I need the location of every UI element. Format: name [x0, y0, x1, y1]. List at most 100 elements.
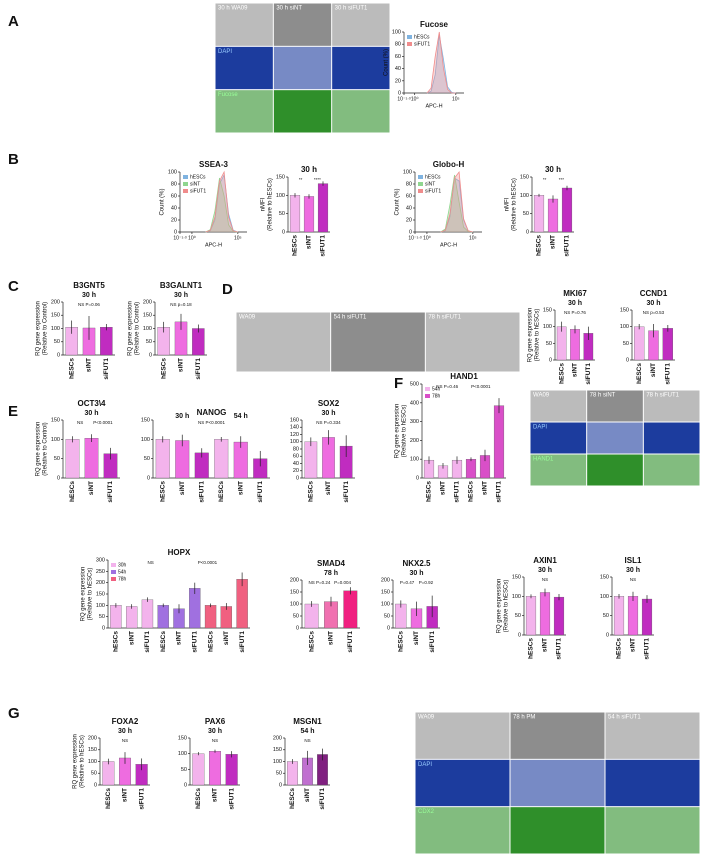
micrograph — [530, 422, 587, 454]
y-tick-label: 50 — [293, 613, 299, 619]
y-tick-label: 40 — [293, 461, 299, 467]
x-tick-label: 10⁰ — [411, 96, 419, 102]
image-label: CDX2 — [418, 809, 435, 815]
y-tick-label: 150 — [88, 747, 97, 753]
chart-title: NANOG — [197, 408, 227, 417]
y-tick-label: 0 — [149, 352, 152, 358]
image-label: 30 h WA09 — [218, 6, 248, 12]
chart-subtitle: 30 h — [174, 292, 188, 299]
y-axis-label: RQ gene expression — [36, 301, 42, 356]
y-tick-label: 50 — [144, 456, 150, 462]
y-tick-label: 100 — [410, 457, 419, 463]
micrograph — [587, 454, 643, 486]
x-tick-label: hESCs — [292, 235, 299, 256]
y-axis-label: (Relative to hESCs) — [535, 309, 541, 362]
x-tick-label: siFUT1 — [496, 481, 503, 503]
legend-label: 30h — [118, 562, 127, 568]
x-tick-label: siFUT1 — [228, 788, 235, 810]
x-tick-label: siNT — [176, 631, 183, 645]
bar — [343, 590, 358, 629]
y-tick-label: 0 — [606, 632, 609, 638]
micrograph — [332, 3, 390, 46]
micrograph — [510, 712, 605, 759]
bar — [303, 196, 315, 233]
y-tick-label: 100 — [620, 324, 629, 330]
y-tick-label: 50 — [279, 211, 285, 217]
image-label: 78 h siNT — [590, 393, 616, 399]
micrograph — [605, 807, 700, 854]
y-tick-label: 100 — [88, 759, 97, 765]
significance-label: NS p=0.53 — [643, 310, 665, 315]
y-tick-label: 100 — [276, 193, 285, 199]
y-axis-label: RQ gene expression — [81, 567, 87, 622]
micrograph — [643, 454, 700, 486]
y-tick-label: 200 — [381, 577, 390, 583]
bar — [204, 605, 217, 629]
x-tick-label: siFUT1 — [585, 363, 592, 385]
y-tick-label: 100 — [600, 594, 609, 600]
significance-label: P<0.0001 — [198, 560, 218, 565]
y-tick-label: 0 — [57, 352, 60, 358]
x-tick-label: hESCs — [426, 481, 433, 502]
x-tick-label: siFUT1 — [644, 638, 651, 660]
y-axis-label: (Relative to Control) — [43, 302, 49, 355]
y-tick-label: 0 — [102, 625, 105, 631]
x-tick-label: hESCs — [207, 631, 214, 652]
significance-label: P=0.004 — [334, 580, 351, 585]
chart-subtitle: 30 h — [646, 300, 660, 307]
histogram — [205, 177, 238, 233]
legend-label: hESCs — [425, 174, 441, 180]
micrograph — [510, 759, 605, 807]
y-tick-label: 150 — [276, 174, 285, 180]
y-tick-label: 300 — [96, 557, 105, 563]
significance-label: NS p=0.18 — [170, 302, 192, 307]
y-axis-label: (Relative to hESCs) — [268, 178, 274, 231]
y-tick-label: 200 — [290, 577, 299, 583]
x-tick-label: siFUT1 — [564, 235, 571, 257]
x-tick-label: 10⁰ — [423, 235, 431, 241]
panel-label: G — [8, 705, 20, 722]
chart-title: Fucose — [420, 20, 449, 29]
significance-label: NS P=0.06 — [78, 302, 100, 307]
x-tick-label: hESCs — [636, 363, 643, 384]
bar — [627, 596, 639, 636]
x-tick-label: siNT — [542, 638, 549, 652]
bar — [192, 753, 205, 786]
y-tick-label: 80 — [395, 42, 401, 48]
image-label: DAPI — [418, 762, 432, 768]
x-axis-label: APC-H — [205, 242, 222, 248]
y-tick-label: 60 — [293, 454, 299, 460]
bar — [125, 606, 138, 629]
legend-swatch — [111, 570, 116, 574]
bar — [155, 439, 170, 479]
significance-label: NS — [304, 738, 310, 743]
chart-subtitle: 30 h — [409, 570, 423, 577]
x-tick-label: siNT — [328, 631, 335, 645]
y-tick-label: 40 — [406, 205, 412, 211]
x-tick-label: siNT — [212, 788, 219, 802]
x-tick-label: siNT — [88, 481, 95, 495]
y-tick-label: 0 — [94, 782, 97, 788]
bar — [236, 579, 248, 629]
x-tick-label: siNT — [482, 481, 489, 495]
y-tick-label: 100 — [168, 169, 177, 175]
y-axis-label: (Relative to hESCs) — [402, 405, 408, 458]
legend-swatch — [183, 175, 188, 179]
bar — [209, 751, 221, 786]
image-label: DAPI — [218, 49, 232, 55]
y-tick-label: 150 — [290, 589, 299, 595]
chart-subtitle: 30 h — [626, 567, 640, 574]
y-tick-label: 150 — [520, 174, 529, 180]
y-tick-label: 500 — [410, 381, 419, 387]
x-tick-label: siFUT1 — [191, 631, 198, 653]
y-tick-label: 100 — [290, 601, 299, 607]
y-tick-label: 50 — [146, 339, 152, 345]
y-tick-label: 0 — [184, 782, 187, 788]
legend-swatch — [183, 182, 188, 186]
x-tick-label: siFUT1 — [107, 481, 114, 503]
x-tick-label: hESCs — [160, 358, 167, 379]
y-tick-label: 200 — [96, 580, 105, 586]
micrograph — [587, 422, 643, 454]
x-tick-label: siFUT1 — [257, 481, 264, 503]
x-tick-label: 10⁻¹·³ — [408, 235, 422, 241]
